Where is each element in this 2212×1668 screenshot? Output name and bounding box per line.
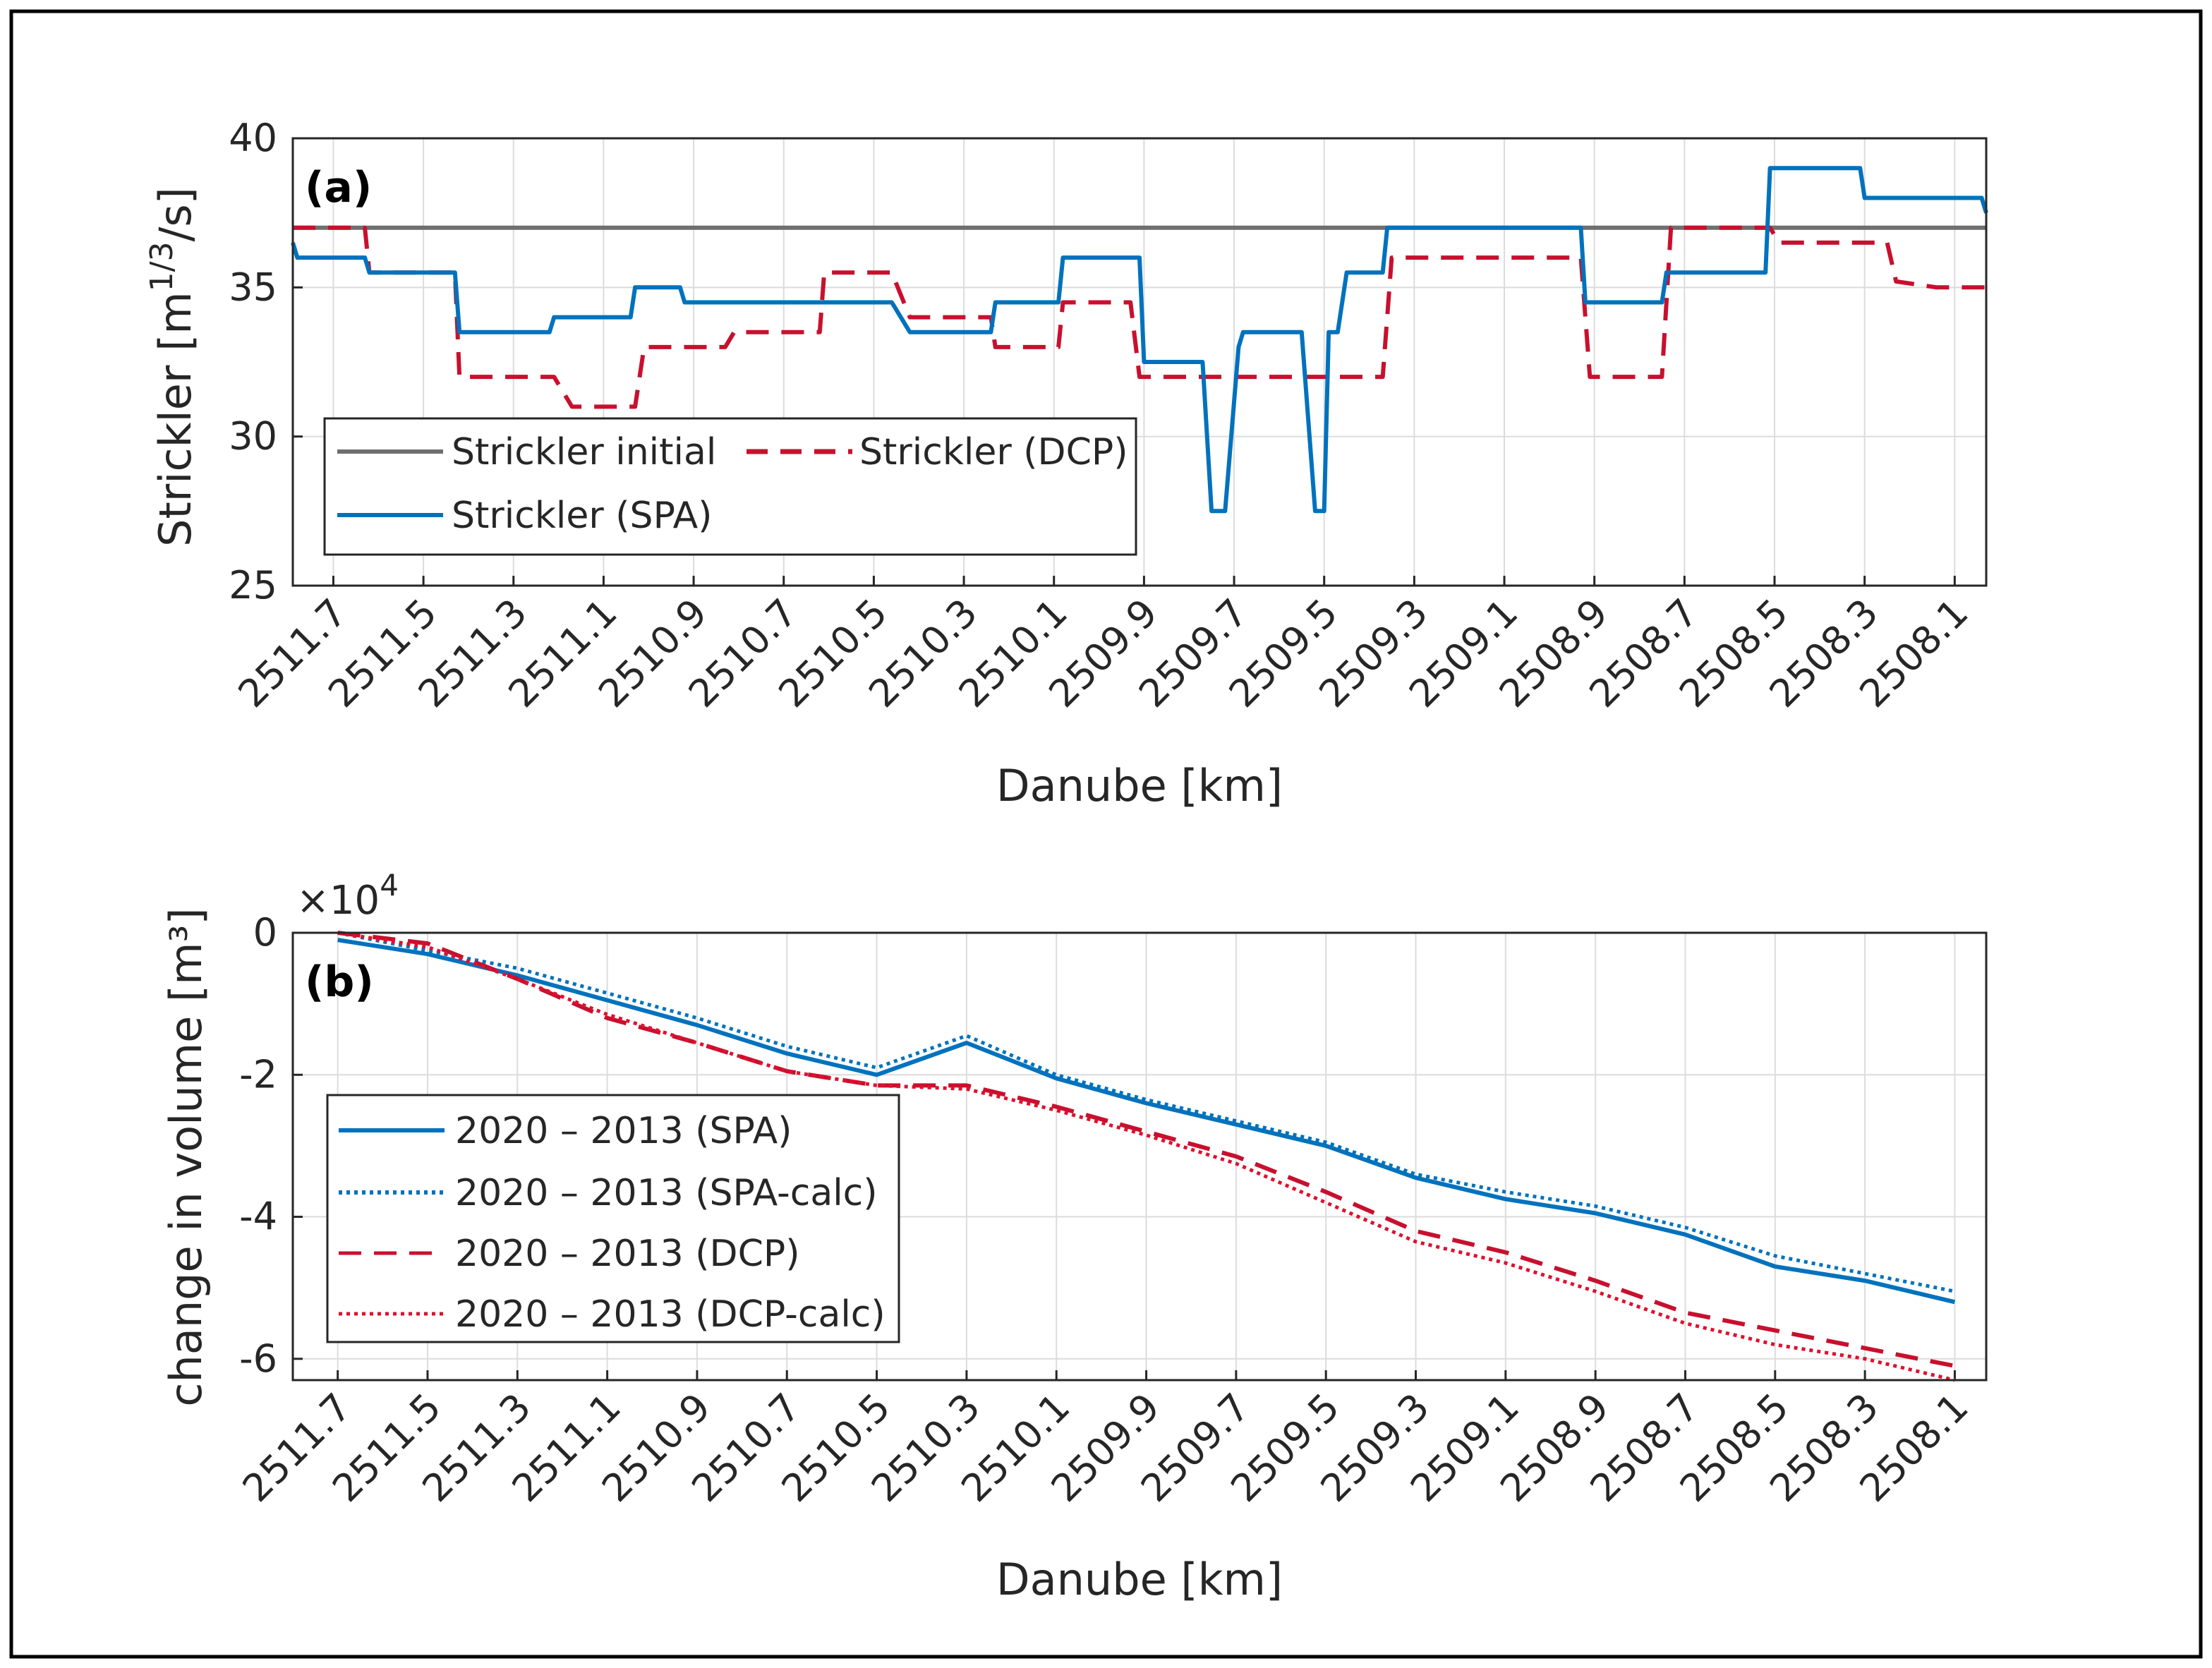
- series-strickler-dcp: [293, 225, 1986, 409]
- panel-a-ylabel-sup: 1/3: [144, 242, 180, 292]
- panel-a-ylabel: Strickler [m1/3/s]: [144, 187, 201, 547]
- series-2020-2013-dcp: [337, 931, 1955, 1368]
- panel-a-label: (a): [305, 163, 372, 212]
- panel-b-y-tick-label: 0: [253, 910, 277, 955]
- panel-a-y-tick-label: 35: [229, 265, 277, 309]
- panel-b-exponent-sup: 4: [380, 868, 399, 902]
- legend-a-label-spa: Strickler (SPA): [452, 495, 712, 537]
- panel-a-y-tick-label: 25: [229, 563, 277, 608]
- panel-a-legend: Strickler initial Strickler (DCP) Strick…: [323, 417, 1137, 556]
- panel-b-y-tick-label: -4: [239, 1195, 277, 1239]
- figure-border: [9, 9, 2203, 1659]
- series-2020-2013-spa: [337, 938, 1956, 1305]
- panel-a-y-tick-label: 40: [229, 116, 277, 160]
- panel-a-xlabel: Danube [km]: [996, 760, 1283, 811]
- panel-b-legend-box: [326, 1094, 900, 1343]
- panel-a: 2511.72511.52511.32511.12510.92510.72510…: [144, 116, 1988, 811]
- panel-b-axes-box: [291, 931, 1988, 1382]
- legend-b-label-spa: 2020 – 2013 (SPA): [455, 1110, 792, 1152]
- legend-a-label-initial: Strickler initial: [452, 431, 716, 473]
- panel-a-axes-box: [291, 137, 1988, 587]
- panel-a-x-tick-labels: 2511.72511.52511.32511.12510.92510.72510…: [229, 591, 1976, 716]
- panel-a-series: [291, 166, 1988, 514]
- panel-a-ylabel-main: Strickler [m: [150, 291, 201, 547]
- panel-a-legend-box: [323, 417, 1137, 556]
- panel-b-xlabel: Danube [km]: [996, 1554, 1283, 1605]
- legend-b-label-spa-calc: 2020 – 2013 (SPA-calc): [455, 1172, 878, 1214]
- legend-a-label-dcp: Strickler (DCP): [859, 431, 1128, 473]
- legend-b-label-dcp-calc: 2020 – 2013 (DCP-calc): [455, 1293, 886, 1336]
- series-2020-2013-spa-calc: [337, 931, 1955, 1293]
- panel-a-y-tick-label: 30: [229, 414, 277, 459]
- panel-b-y-tick-label: -2: [239, 1052, 277, 1096]
- series-strickler-spa: [291, 166, 1988, 514]
- panel-b-exponent: ×104: [296, 868, 399, 924]
- series-2020-2013-dcp-calc: [337, 931, 1955, 1382]
- panel-b-label: (b): [305, 957, 374, 1007]
- panel-b-y-tick-labels: 0 -2 -4 -6: [239, 910, 277, 1381]
- panel-b-ylabel: change in volume [m³]: [160, 907, 212, 1406]
- panel-b-exponent-base: ×10: [296, 878, 380, 924]
- panel-b-y-tick-label: -6: [239, 1336, 277, 1381]
- panel-a-ylabel-end: /s]: [150, 187, 201, 241]
- panel-a-y-tick-labels: 25 30 35 40: [229, 116, 277, 608]
- panel-b-series: [337, 931, 1956, 1382]
- panel-b-legend: 2020 – 2013 (SPA) 2020 – 2013 (SPA-calc)…: [326, 1094, 900, 1343]
- legend-b-label-dcp: 2020 – 2013 (DCP): [455, 1233, 800, 1275]
